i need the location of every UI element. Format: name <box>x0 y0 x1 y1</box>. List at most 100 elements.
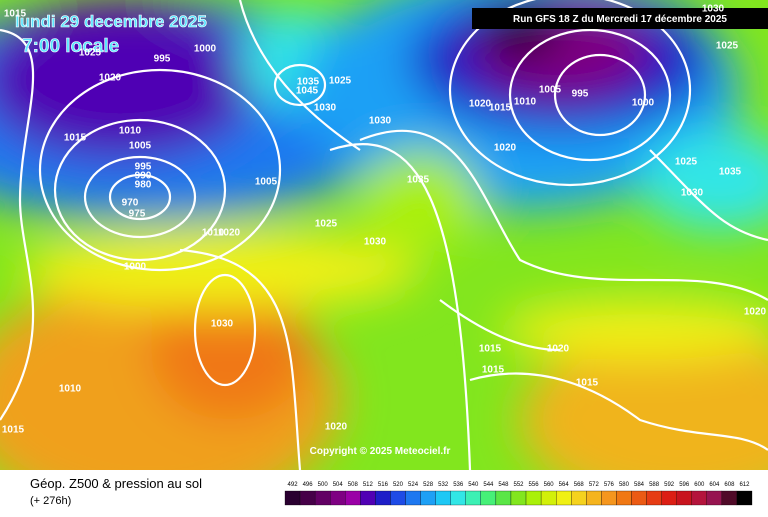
legend-label: 540 <box>468 482 479 488</box>
legend-label: 544 <box>483 482 494 488</box>
legend-label: 592 <box>664 482 675 488</box>
legend-swatch <box>299 490 316 506</box>
legend-label: 588 <box>649 482 660 488</box>
legend-swatch <box>571 490 587 506</box>
isobar-label: 1015 <box>482 365 505 376</box>
isobar-label: 1025 <box>675 157 698 168</box>
legend-swatch <box>314 490 331 506</box>
time: 7:00 locale <box>22 36 119 57</box>
isobar-label: 1030 <box>702 4 725 15</box>
legend-swatch <box>284 490 301 506</box>
isobars <box>0 0 768 470</box>
copyright: Copyright © 2025 Meteociel.fr <box>310 446 451 457</box>
legend-label: 500 <box>318 482 329 488</box>
isobar-label: 1035 <box>407 175 430 186</box>
footer-lead: (+ 276h) <box>30 495 71 507</box>
legend-swatch <box>435 490 451 506</box>
isobar-label: 1025 <box>79 48 102 59</box>
legend-label: 600 <box>694 482 705 488</box>
isobar-label: 1015 <box>2 425 25 436</box>
isobar-label: 1035 <box>297 77 320 88</box>
legend-label: 608 <box>724 482 735 488</box>
legend-swatch <box>420 490 436 506</box>
legend-label: 572 <box>589 482 600 488</box>
legend-swatch <box>540 490 557 506</box>
isobar-label: 995 <box>572 89 589 100</box>
legend-label: 508 <box>348 482 359 488</box>
legend-label: 532 <box>438 482 449 488</box>
isobar-label: 990 <box>135 171 152 182</box>
legend-label: 612 <box>739 482 750 488</box>
legend-label: 556 <box>529 482 540 488</box>
footer-title: Géop. Z500 & pression au sol <box>30 476 202 491</box>
isobar-label: 975 <box>129 209 146 220</box>
isobar-label: 1030 <box>681 188 704 199</box>
isobar-label: 1015 <box>489 103 512 114</box>
legend-swatch <box>525 490 542 506</box>
isobar-label: 1005 <box>255 177 278 188</box>
isobar-label: 1030 <box>211 319 234 330</box>
legend-swatch <box>631 490 647 506</box>
legend-swatch <box>465 490 481 506</box>
legend-swatch <box>450 490 466 506</box>
legend-swatch <box>556 490 572 506</box>
isobar-label: 1045 <box>296 86 319 97</box>
legend-label: 520 <box>393 482 404 488</box>
legend-label: 576 <box>604 482 615 488</box>
isobar-label: 1015 <box>576 378 599 389</box>
legend-swatch <box>661 490 677 506</box>
isobar-label: 995 <box>154 54 171 65</box>
isobar-label: 1010 <box>59 384 82 395</box>
run-box <box>472 8 768 29</box>
legend-swatch <box>676 490 692 506</box>
legend-swatch <box>345 490 361 506</box>
date: lundi 29 decembre 2025 <box>15 12 207 31</box>
isobar-labels: 9951000102010251015101010059959909809709… <box>2 4 767 436</box>
legend-label: 584 <box>634 482 645 488</box>
isobar-label: 1020 <box>744 307 767 318</box>
legend: 492 496 500 504 508 512 516 520 524 528 532 536 540 5… <box>284 482 753 506</box>
isobar-label: 1030 <box>369 116 392 127</box>
legend-swatch <box>375 490 391 506</box>
isobar-label: 1020 <box>547 344 570 355</box>
isobar-label: 1030 <box>364 237 387 248</box>
legend-swatch <box>691 490 707 506</box>
isobar-label: 1020 <box>469 99 492 110</box>
legend-swatch <box>616 490 632 506</box>
isobar-label: 1035 <box>719 167 742 178</box>
legend-swatch <box>510 490 527 506</box>
legend-swatch <box>646 490 662 506</box>
isobar-label: 1020 <box>99 73 122 84</box>
legend-swatch <box>495 490 512 506</box>
isobar-label: 1015 <box>64 133 87 144</box>
legend-label: 568 <box>574 482 585 488</box>
isobar-label: 1025 <box>315 219 338 230</box>
isobar-label: 1030 <box>314 103 337 114</box>
isobar-label: 1000 <box>124 262 147 273</box>
legend-swatch <box>736 490 753 506</box>
legend-swatch <box>601 490 617 506</box>
isobar-label: 1020 <box>218 228 241 239</box>
legend-label: 536 <box>453 482 464 488</box>
legend-swatch <box>721 490 738 506</box>
legend-label: 564 <box>559 482 570 488</box>
legend-swatch <box>330 490 346 506</box>
isobar-label: 1020 <box>325 422 348 433</box>
legend-swatch <box>706 490 723 506</box>
isobar-label: 1005 <box>129 141 152 152</box>
run-info: Run GFS 18 Z du Mercredi 17 décembre 202… <box>513 14 727 25</box>
legend-label: 528 <box>423 482 434 488</box>
isobar-label: 970 <box>122 198 139 209</box>
legend-swatch <box>360 490 376 506</box>
legend-swatch <box>390 490 406 506</box>
legend-swatch <box>586 490 602 506</box>
legend-label: 496 <box>303 482 314 488</box>
isobar-label: 1020 <box>494 143 517 154</box>
legend-label: 560 <box>544 482 555 488</box>
legend-label: 516 <box>378 482 389 488</box>
isobar-label: 995 <box>135 162 152 173</box>
legend-swatch <box>480 490 497 506</box>
isobar-label: 1005 <box>539 85 562 96</box>
